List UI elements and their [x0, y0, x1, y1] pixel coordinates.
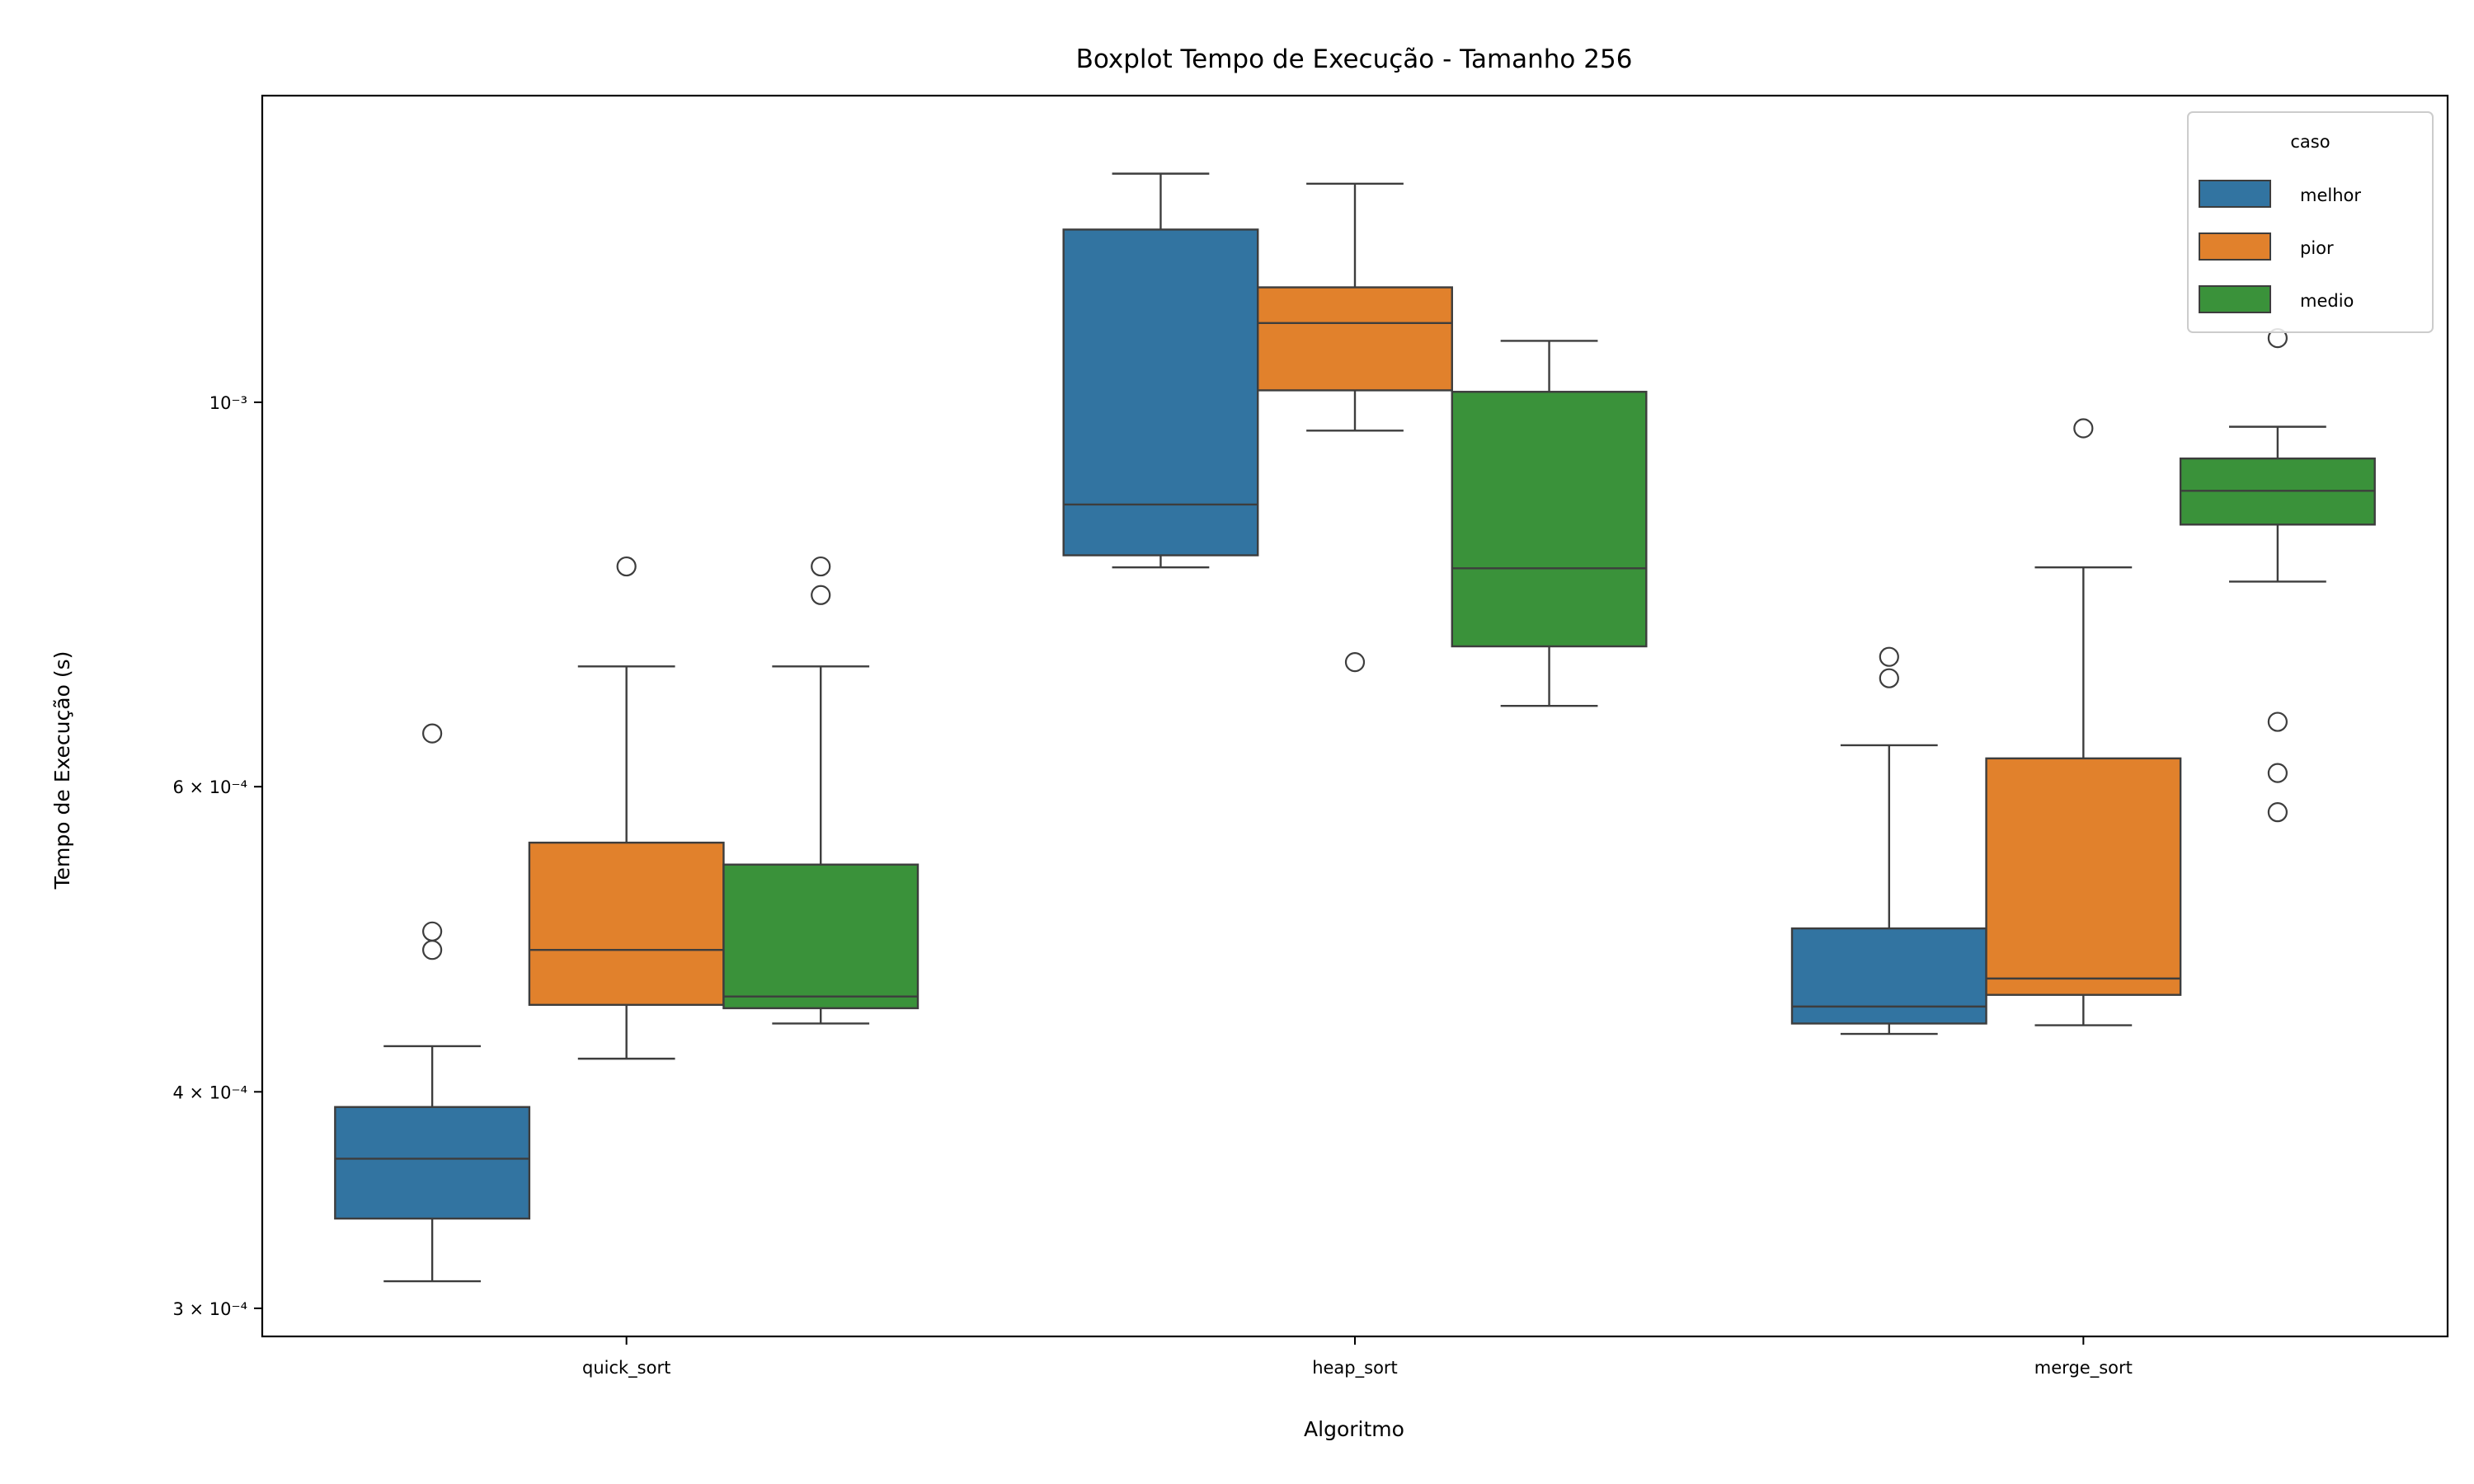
outlier-point [2267, 802, 2288, 823]
box-iqr [722, 863, 920, 1010]
y-tick-label: 10⁻³ [209, 393, 247, 413]
outlier-point [422, 921, 443, 942]
box-pior-merge_sort [1985, 418, 2182, 1026]
x-tick-label-quick_sort: quick_sort [582, 1358, 670, 1378]
outlier-point [2267, 763, 2288, 783]
legend-swatch-melhor [2199, 180, 2271, 208]
outlier-point [2073, 418, 2094, 439]
legend-title: caso [2290, 132, 2330, 152]
box-iqr [1451, 391, 1648, 648]
x-axis-label: Algoritmo [1304, 1417, 1404, 1441]
chart-title: Boxplot Tempo de Execução - Tamanho 256 [1076, 45, 1633, 74]
box-iqr [334, 1106, 531, 1220]
legend-label-pior: pior [2300, 238, 2334, 258]
box-iqr [1790, 927, 1987, 1025]
y-tick-label: 6 × 10⁻⁴ [172, 777, 247, 797]
outlier-point [1344, 652, 1366, 673]
legend-label-medio: medio [2300, 291, 2354, 311]
box-iqr [1257, 286, 1453, 392]
box-pior-heap_sort [1257, 182, 1453, 673]
y-axis-label: Tempo de Execução (s) [50, 651, 74, 890]
outlier-point [2267, 711, 2288, 732]
box-iqr [1062, 228, 1259, 556]
outlier-point [1879, 646, 1899, 667]
box-medio-merge_sort [2179, 328, 2376, 823]
plot-area [334, 172, 2376, 1283]
outlier-point [422, 723, 443, 744]
box-medio-quick_sort [722, 556, 920, 1025]
outlier-point [1879, 668, 1899, 688]
box-iqr [528, 841, 725, 1007]
legend-label-melhor: melhor [2300, 186, 2361, 205]
box-medio-heap_sort [1451, 340, 1648, 707]
outlier-point [616, 556, 637, 577]
outlier-point [811, 585, 831, 605]
box-pior-quick_sort [528, 556, 725, 1060]
legend: caso melhor pior medio [2187, 111, 2434, 333]
x-tick-label-heap_sort: heap_sort [1312, 1358, 1398, 1378]
box-melhor-heap_sort [1062, 172, 1259, 569]
axes: 3 × 10⁻⁴ 4 × 10⁻⁴ 6 × 10⁻⁴ 10⁻³ quick_sort he… [172, 393, 2132, 1378]
x-tick-label-merge_sort: merge_sort [2034, 1358, 2133, 1378]
outlier-point [811, 556, 831, 577]
y-tick-label: 4 × 10⁻⁴ [172, 1082, 247, 1102]
box-melhor-quick_sort [334, 723, 531, 1283]
y-tick-label: 3 × 10⁻⁴ [172, 1299, 247, 1319]
box-melhor-merge_sort [1790, 646, 1987, 1036]
legend-frame [2187, 111, 2434, 333]
legend-swatch-pior [2199, 232, 2271, 261]
box-iqr [1985, 757, 2182, 996]
legend-swatch-medio [2199, 285, 2271, 313]
